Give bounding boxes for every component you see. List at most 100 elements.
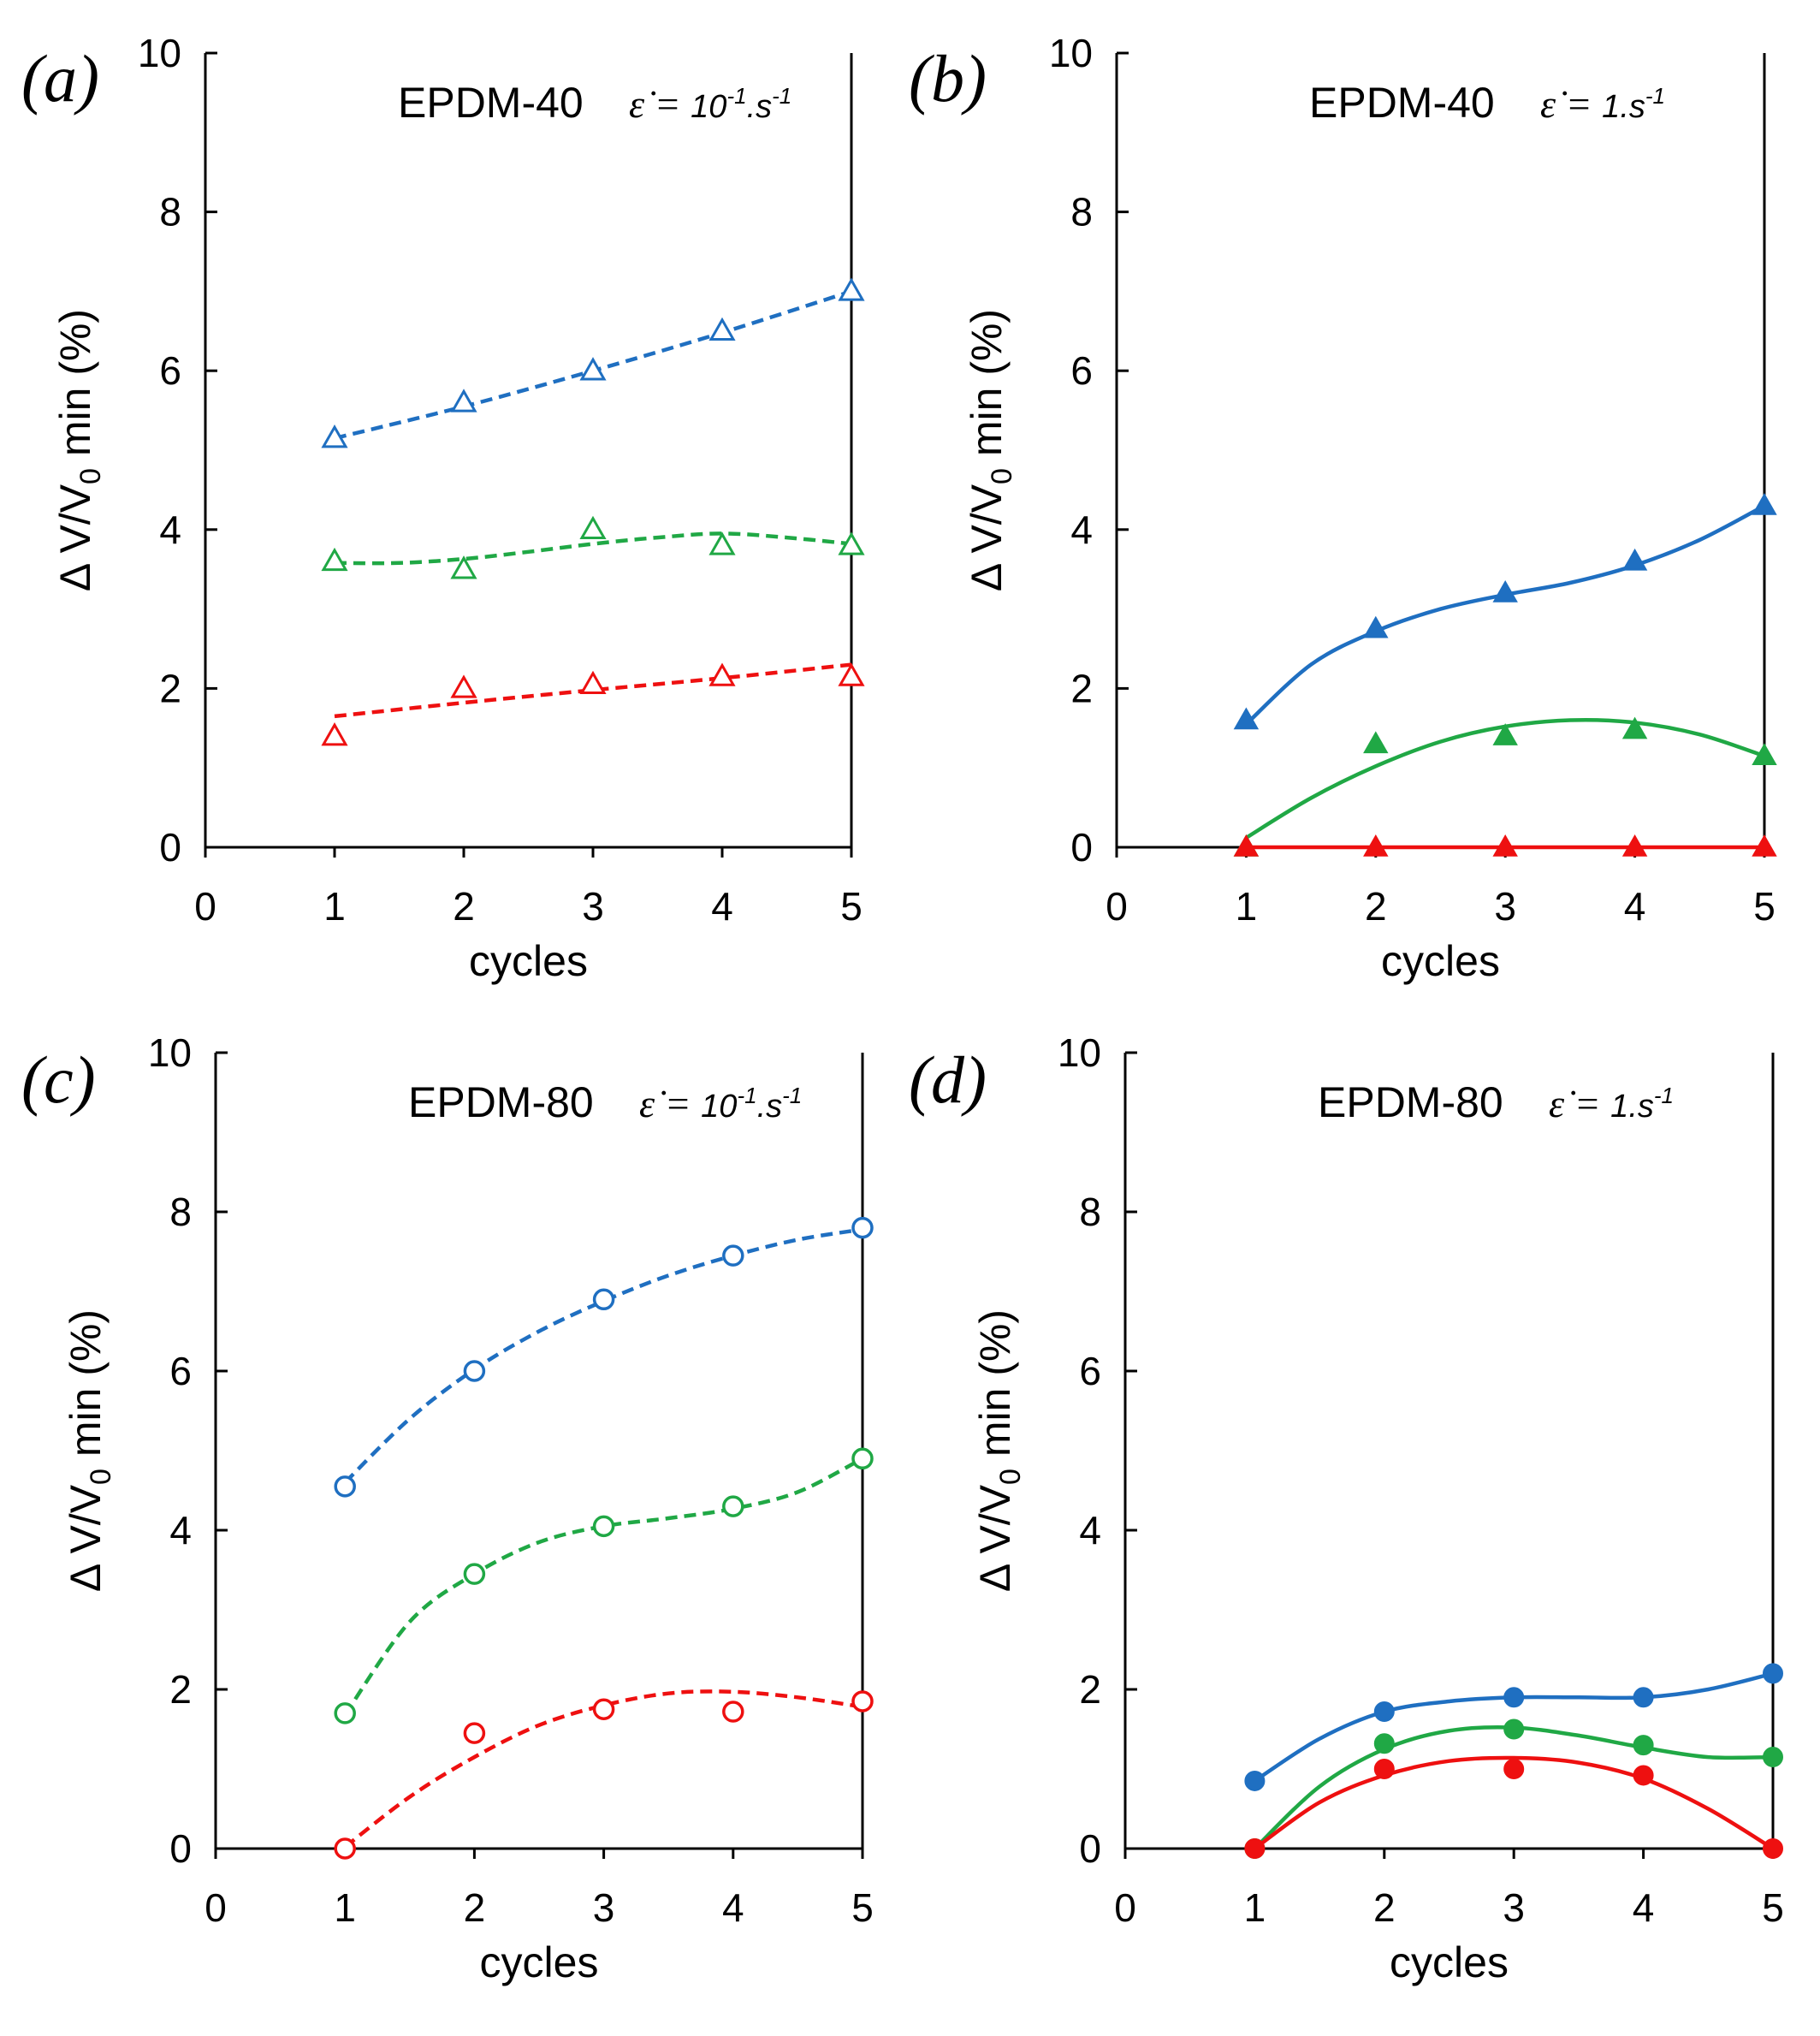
x-tick-label: 3 (1503, 1885, 1525, 1930)
fit-line-green (1253, 1724, 1774, 1850)
x-tick-label: 4 (1633, 1885, 1655, 1930)
data-point-blue (1752, 492, 1777, 515)
data-point-red (1752, 834, 1777, 857)
data-point-red (450, 674, 477, 698)
fit-line-green (334, 531, 852, 566)
data-point-red (1363, 834, 1389, 857)
strain-rate-label: ε̇ = 1.s-1 (1540, 82, 1665, 126)
data-point-blue (1373, 1701, 1395, 1723)
x-tick-label: 2 (453, 884, 475, 929)
data-point-green (1492, 723, 1518, 745)
data-point-blue (1244, 1770, 1266, 1791)
series-blue (334, 1216, 874, 1498)
x-axis-label: cycles (1381, 937, 1500, 985)
chart-title: EPDM-80 (408, 1078, 594, 1126)
data-point-green (450, 555, 477, 579)
series-red (334, 1689, 874, 1860)
data-point-green (851, 1447, 874, 1470)
y-tick-label: 6 (169, 1349, 192, 1393)
data-point-green (838, 531, 865, 555)
x-tick-label: 3 (593, 1885, 615, 1930)
data-point-red (722, 1701, 744, 1723)
x-tick-label: 4 (711, 884, 733, 929)
chart-title: EPDM-40 (398, 79, 584, 127)
data-point-blue (722, 1244, 744, 1267)
data-point-red (1621, 834, 1648, 857)
chart-panel-1: 0 2 4 6 8 10 0 1 2 3 4 5 cycles Δ V/V0 min (%) (a) EPDM… (21, 31, 865, 985)
series-red (321, 662, 865, 746)
data-point-blue (334, 1475, 356, 1498)
data-point-blue (708, 317, 736, 341)
y-tick-label: 10 (148, 1030, 192, 1075)
series-red (1244, 1755, 1783, 1859)
x-tick-label: 4 (722, 1885, 744, 1930)
panel-label: (a) (21, 41, 99, 116)
y-tick-label: 0 (159, 825, 181, 870)
fit-line-green (343, 1457, 864, 1717)
x-tick-label: 5 (1762, 1885, 1784, 1930)
data-point-blue (592, 1288, 615, 1311)
chart-title: EPDM-40 (1309, 79, 1495, 127)
series-green (321, 515, 865, 579)
y-tick-label: 4 (1079, 1508, 1101, 1552)
series-blue (1233, 492, 1777, 730)
data-point-green (1373, 1733, 1395, 1754)
strain-rate-label: ε̇ = 10-1.s-1 (629, 82, 791, 126)
data-point-red (851, 1690, 874, 1712)
data-point-green (321, 547, 348, 572)
y-tick-label: 4 (1070, 508, 1093, 552)
data-point-red (1492, 834, 1518, 857)
data-point-red (334, 1837, 356, 1860)
data-point-blue (579, 357, 607, 381)
panel-label: (c) (21, 1042, 96, 1117)
x-tick-label: 1 (334, 1885, 356, 1930)
data-point-blue (1363, 615, 1389, 638)
panel-label: (d) (909, 1042, 987, 1117)
data-point-green (722, 1495, 744, 1517)
y-tick-label: 8 (1079, 1190, 1101, 1234)
panel-label: (b) (909, 41, 987, 116)
y-tick-label: 6 (159, 348, 181, 393)
fit-line-red (334, 662, 852, 719)
data-point-green (1763, 1747, 1783, 1768)
x-tick-label: 3 (1494, 884, 1516, 929)
data-point-blue (1633, 1687, 1654, 1708)
data-point-green (708, 531, 736, 555)
x-axis-label: cycles (1390, 1938, 1509, 1986)
data-point-red (592, 1698, 615, 1720)
data-point-green (334, 1702, 356, 1724)
fit-line-blue (1244, 504, 1766, 726)
data-point-red (1244, 1838, 1266, 1859)
data-point-red (708, 662, 736, 686)
data-point-blue (1233, 707, 1260, 730)
y-tick-label: 6 (1070, 348, 1093, 393)
data-point-blue (1621, 548, 1648, 571)
y-tick-label: 8 (1070, 190, 1093, 234)
y-tick-label: 4 (169, 1508, 192, 1552)
y-tick-label: 2 (159, 666, 181, 710)
data-point-green (592, 1515, 615, 1538)
data-point-red (838, 662, 865, 686)
data-point-blue (321, 424, 348, 448)
fit-line-blue (343, 1227, 863, 1484)
data-point-red (463, 1722, 486, 1744)
y-tick-label: 10 (1058, 1030, 1101, 1075)
y-tick-label: 2 (1079, 1667, 1101, 1712)
data-point-red (1633, 1765, 1654, 1786)
data-point-green (463, 1563, 486, 1585)
x-tick-label: 0 (1106, 884, 1128, 929)
data-point-blue (851, 1216, 874, 1239)
y-tick-label: 0 (1070, 825, 1093, 870)
data-point-green (1752, 743, 1777, 766)
chart-panel-4: 0 2 4 6 8 10 0 1 2 3 4 5 cycles Δ V/V0 min (%) (d) EPDM… (909, 1030, 1784, 1986)
y-tick-label: 8 (169, 1190, 192, 1234)
data-point-green (1621, 716, 1648, 739)
chart-title: EPDM-80 (1318, 1078, 1503, 1126)
chart-panel-3: 0 2 4 6 8 10 0 1 2 3 4 5 cycles Δ V/V0 min (%) (c) EPDM… (21, 1030, 874, 1986)
data-point-green (1363, 731, 1389, 754)
x-tick-label: 0 (194, 884, 216, 929)
data-point-blue (1763, 1663, 1783, 1684)
chart-panel-2: 0 2 4 6 8 10 0 1 2 3 4 5 cycles Δ V/V0 min (%) (b) EPDM… (909, 31, 1777, 985)
data-point-blue (450, 389, 477, 413)
data-point-green (579, 515, 607, 540)
